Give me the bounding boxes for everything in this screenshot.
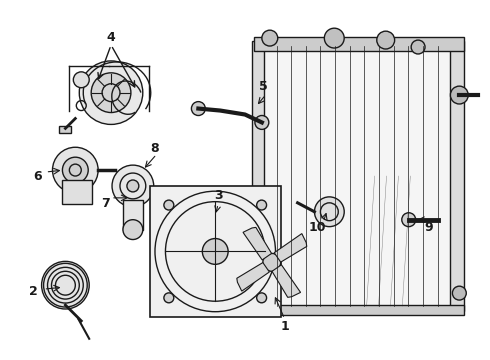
Circle shape [263,253,281,271]
Circle shape [164,200,174,210]
Text: 4: 4 [107,31,116,44]
Bar [59,126,72,133]
Circle shape [192,102,205,116]
Circle shape [257,293,267,303]
Text: 3: 3 [214,189,222,202]
Circle shape [315,197,344,227]
Circle shape [411,40,425,54]
Bar [62,180,92,204]
Circle shape [324,28,344,48]
Circle shape [52,147,98,193]
Text: 5: 5 [260,80,268,93]
Bar [450,41,465,311]
Circle shape [377,31,394,49]
Text: 8: 8 [150,142,159,155]
Bar [262,41,452,311]
Polygon shape [272,265,300,297]
Circle shape [91,73,131,113]
Bar [123,200,143,230]
Polygon shape [274,234,307,262]
Circle shape [112,165,154,207]
Circle shape [79,61,143,125]
Circle shape [452,286,466,300]
Bar [254,305,465,315]
Text: 10: 10 [309,221,326,234]
Polygon shape [237,262,270,291]
Circle shape [127,180,139,192]
Circle shape [402,213,416,227]
Text: 2: 2 [29,285,38,298]
Circle shape [164,293,174,303]
Text: 9: 9 [424,221,433,234]
Circle shape [123,220,143,239]
Circle shape [262,30,278,46]
Bar [150,186,281,317]
Circle shape [42,261,89,309]
Text: 7: 7 [101,197,109,210]
Circle shape [450,86,468,104]
Bar [254,37,465,51]
Circle shape [62,157,88,183]
Circle shape [74,72,89,88]
Polygon shape [243,228,271,260]
Circle shape [255,116,269,129]
Circle shape [202,239,228,264]
Text: 1: 1 [280,320,289,333]
Circle shape [257,200,267,210]
Bar [252,41,264,311]
Text: 6: 6 [33,170,42,183]
